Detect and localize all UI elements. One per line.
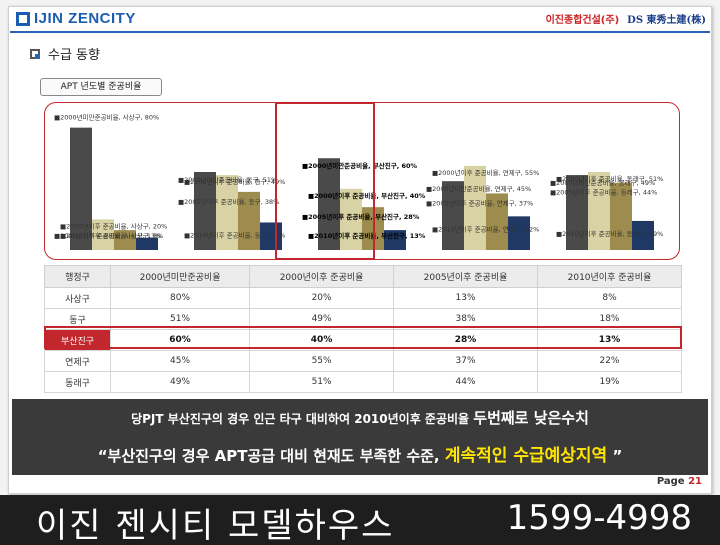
table-row: 동래구 49% 51% 44% 19% — [44, 371, 682, 393]
table-row: 연제구 45% 55% 37% 22% — [44, 350, 682, 372]
completion-ratio-table: 행정구 2000년미만준공비율 2000년이후 준공비율 2005년이후 준공비… — [44, 265, 682, 393]
banner-line-2: “부산진구의 경우 APT공급 대비 현재도 부족한 수준, 계속적인 수급예상… — [12, 441, 708, 466]
table-header: 행정구 — [44, 265, 111, 288]
table-cell: 49% — [109, 371, 251, 393]
company-a-logo: 이진종합건설(주) — [545, 15, 620, 26]
table-cell: 19% — [537, 371, 682, 393]
table-cell: 8% — [537, 287, 682, 309]
ijin-zencity-logo: IJIN ZENCITY — [16, 10, 136, 27]
banner-line-2-close-quote: ” — [612, 447, 623, 465]
model-house-name: 이진 젠시티 모델하우스 — [36, 506, 395, 545]
table-header: 2005년이후 준공비율 — [393, 265, 538, 288]
table-header-row: 행정구 2000년미만준공비율 2000년이후 준공비율 2005년이후 준공비… — [44, 265, 682, 288]
table-cell: 80% — [109, 287, 251, 309]
table-header: 2010년이후 준공비율 — [537, 265, 682, 288]
table-header: 2000년이후 준공비율 — [249, 265, 395, 288]
table-cell: 13% — [393, 287, 538, 309]
chart-frame — [44, 102, 680, 260]
table-cell: 20% — [249, 287, 395, 309]
table-header: 2000년미만준공비율 — [109, 265, 251, 288]
table-cell: 45% — [109, 350, 251, 372]
chart-tag: APT 년도별 준공비율 — [40, 78, 162, 96]
table-cell: 44% — [393, 371, 538, 393]
banner-line-2-text: “부산진구의 경우 APT공급 대비 현재도 부족한 수준, — [97, 447, 440, 465]
footer-ad: 이진 젠시티 모델하우스 1599-4998 — [0, 495, 720, 545]
banner-line-1-text: 당PJT 부산진구의 경우 인근 타구 대비하여 2010년이후 준공비율 — [131, 412, 470, 426]
table-cell: 연제구 — [44, 350, 111, 372]
company-logos: 이진종합건설(주) DS 東秀土建(株) — [546, 11, 706, 26]
banner-line-1-emphasis: 두번째로 낮은수치 — [473, 409, 589, 427]
header-divider — [10, 31, 710, 33]
table-cell: 사상구 — [44, 287, 111, 309]
page-label: Page — [656, 476, 685, 487]
table-cell: 55% — [249, 350, 395, 372]
banner-line-1: 당PJT 부산진구의 경우 인근 타구 대비하여 2010년이후 준공비율 두번… — [12, 407, 708, 428]
company-b-logo: DS 東秀土建(株) — [627, 15, 706, 26]
table-cell: 22% — [537, 350, 682, 372]
table-row: 사상구 80% 20% 13% 8% — [44, 287, 682, 309]
square-bullet-icon — [30, 48, 40, 59]
phone-number: 1599-4998 — [506, 498, 692, 538]
page-number-value: 21 — [688, 476, 702, 487]
table-cell: 37% — [393, 350, 538, 372]
section-title: 수급 동향 — [30, 44, 100, 63]
table-cell: 동래구 — [44, 371, 111, 393]
table-cell: 51% — [249, 371, 395, 393]
logo-mark-icon — [16, 11, 30, 26]
section-title-text: 수급 동향 — [48, 48, 100, 63]
summary-banner: 당PJT 부산진구의 경우 인근 타구 대비하여 2010년이후 준공비율 두번… — [12, 399, 708, 475]
page-number: Page 21 — [657, 476, 702, 487]
logo-text: IJIN ZENCITY — [34, 10, 136, 27]
banner-line-2-emphasis: 계속적인 수급예상지역 — [444, 446, 608, 466]
row-highlight-box — [44, 326, 682, 349]
